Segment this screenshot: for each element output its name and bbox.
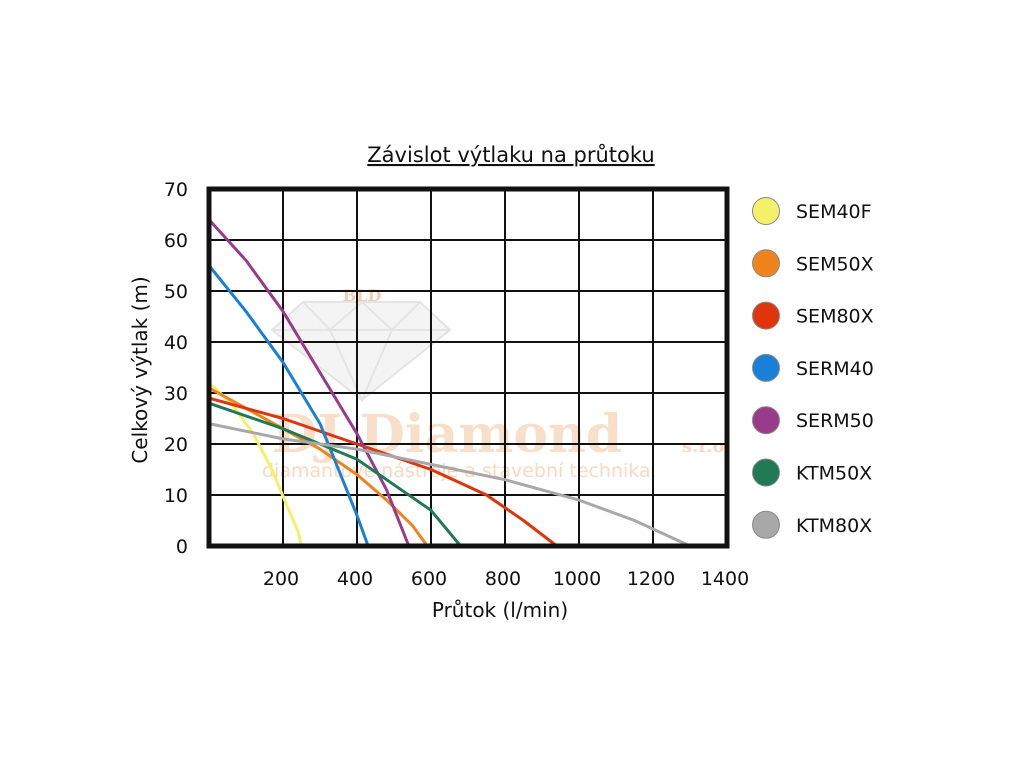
x-tick-label: 1200	[627, 568, 675, 590]
legend-item-serm50: SERM50	[752, 406, 874, 435]
legend-swatch	[752, 510, 780, 539]
grid	[209, 189, 727, 546]
legend-label: SEM50X	[796, 253, 874, 275]
legend-item-serm40: SERM40	[752, 353, 874, 382]
legend-label: SEM80X	[796, 306, 874, 328]
watermark-suffix: s.r.o.	[682, 436, 730, 457]
legend-label: SERM40	[796, 358, 874, 380]
series-lines	[207, 218, 692, 548]
series-line-ktm50x	[207, 401, 463, 548]
legend-swatch	[752, 197, 780, 225]
y-tick-label: 50	[164, 281, 188, 303]
legend-item-ktm50x: KTM50X	[752, 458, 872, 487]
y-tick-label: 0	[176, 536, 188, 558]
legend-item-sem80x: SEM80X	[752, 301, 874, 330]
y-tick-label: 10	[164, 485, 188, 507]
plot-frame	[206, 186, 730, 549]
series-line-serm50	[207, 218, 411, 548]
series-line-serm40	[207, 264, 370, 548]
legend-label: SEM40F	[796, 201, 872, 223]
x-tick-label: 400	[337, 568, 373, 590]
series-line-sem80x	[207, 396, 559, 548]
series-line-ktm80x	[207, 422, 692, 548]
legend-swatch	[752, 353, 780, 382]
legend-swatch	[752, 406, 780, 435]
legend-item-ktm80x: KTM80X	[752, 510, 872, 539]
series-line-sem50x	[207, 386, 429, 548]
legend-label: KTM50X	[796, 463, 872, 485]
legend: SEM40F SEM50X SEM80X SERM40 SERM50 KTM50X KTM8…	[752, 197, 874, 539]
watermark-logo-text: BLD	[343, 286, 382, 305]
legend-label: SERM50	[796, 410, 874, 432]
legend-swatch	[752, 301, 780, 330]
x-axis-label: Průtok (l/min)	[432, 598, 568, 622]
y-axis-label: Celkový výtlak (m)	[128, 276, 152, 463]
chart-title: Závislot výtlaku na průtoku	[367, 143, 654, 167]
legend-label: KTM80X	[796, 515, 872, 537]
plot-border	[206, 186, 730, 549]
y-tick-label: 70	[164, 179, 188, 201]
y-tick-label: 60	[164, 230, 188, 252]
x-tick-label: 1000	[553, 568, 601, 590]
y-tick-label: 20	[164, 434, 188, 456]
legend-item-sem50x: SEM50X	[752, 249, 874, 278]
x-tick-label: 1400	[701, 568, 749, 590]
x-tick-label: 600	[411, 568, 447, 590]
y-tick-labels: 0 10 20 30 40 50 60 70	[164, 179, 188, 558]
y-tick-label: 30	[164, 383, 188, 405]
x-tick-label: 200	[263, 568, 299, 590]
legend-swatch	[752, 249, 780, 278]
legend-swatch	[752, 458, 780, 487]
x-tick-labels: 200 400 600 800 1000 1200 1400	[263, 568, 749, 590]
legend-item-sem40f: SEM40F	[752, 197, 872, 225]
diamond-logo-icon	[270, 300, 452, 403]
y-tick-label: 40	[164, 332, 188, 354]
x-tick-label: 800	[485, 568, 521, 590]
